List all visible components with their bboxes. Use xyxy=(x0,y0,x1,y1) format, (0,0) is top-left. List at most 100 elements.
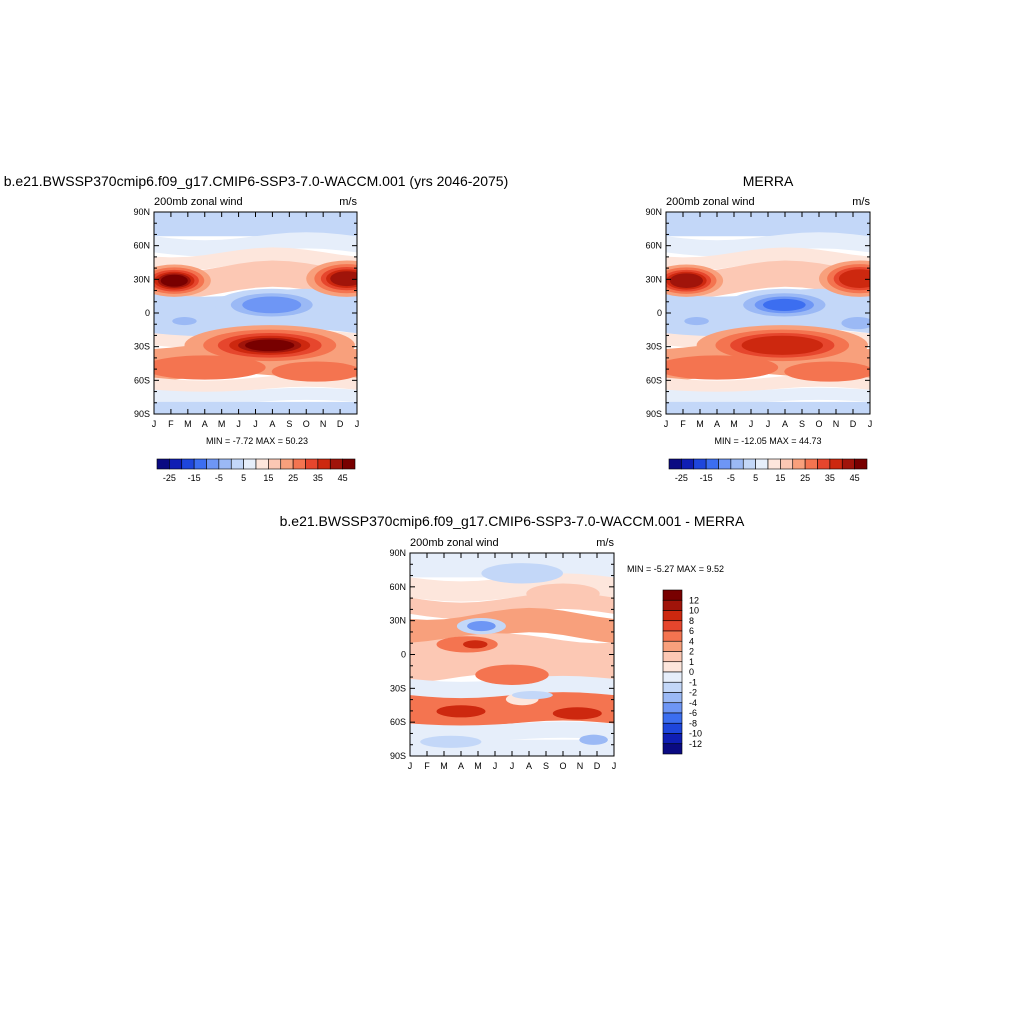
contour-blob xyxy=(154,355,266,380)
colorbar-swatch xyxy=(169,458,183,470)
y-tick-label: 60N xyxy=(133,241,150,251)
x-tick-label: N xyxy=(577,761,584,771)
colorbar-label: 25 xyxy=(800,473,810,483)
colorbar-label: 45 xyxy=(850,473,860,483)
colorbar-swatch xyxy=(662,610,683,622)
y-tick-label: 30S xyxy=(646,342,662,352)
colorbar-swatch xyxy=(329,458,343,470)
x-tick-label: J xyxy=(253,419,258,429)
colorbar-label: -25 xyxy=(675,473,688,483)
colorbar-swatch xyxy=(742,458,756,470)
contour-blob xyxy=(481,563,563,584)
colorbar-swatch xyxy=(662,640,683,652)
x-tick-label: M xyxy=(696,419,704,429)
x-tick-label: D xyxy=(337,419,344,429)
contour-blob xyxy=(242,296,302,314)
variable-label: 200mb zonal wind xyxy=(666,196,755,208)
colorbar-swatch xyxy=(681,458,695,470)
x-tick-label: J xyxy=(408,761,413,771)
colorbar-label: 35 xyxy=(313,473,323,483)
contour-band xyxy=(154,387,357,404)
colorbar-label: -5 xyxy=(215,473,223,483)
colorbar-label: 5 xyxy=(753,473,758,483)
colorbar-label: -6 xyxy=(689,708,697,718)
y-tick-label: 60S xyxy=(390,717,406,727)
colorbar-swatch xyxy=(662,661,683,673)
x-tick-label: A xyxy=(202,419,208,429)
x-tick-label: N xyxy=(320,419,327,429)
y-tick-label: 60N xyxy=(645,241,662,251)
contour-map xyxy=(666,212,870,414)
panel-model: b.e21.BWSSP370cmip6.f09_g17.CMIP6-SSP3-7… xyxy=(4,173,509,483)
x-tick-label: M xyxy=(440,761,448,771)
min-max-stats: MIN = -5.27 MAX = 9.52 xyxy=(627,564,724,574)
contour-blob xyxy=(526,583,600,604)
colorbar-swatch xyxy=(817,458,831,470)
colorbar-swatch xyxy=(193,458,207,470)
contour-blob xyxy=(160,274,188,287)
units-label: m/s xyxy=(596,537,614,549)
colorbar-label: -5 xyxy=(727,473,735,483)
contour-map xyxy=(410,553,614,756)
x-tick-label: F xyxy=(680,419,686,429)
colorbar-swatch xyxy=(243,458,257,470)
x-tick-label: A xyxy=(526,761,532,771)
units-label: m/s xyxy=(852,196,870,208)
contour-blob xyxy=(784,361,870,382)
colorbar-swatch xyxy=(662,651,683,663)
colorbar-swatch xyxy=(230,458,244,470)
colorbar-swatch xyxy=(780,458,794,470)
contour-blob xyxy=(666,355,779,380)
colorbar-label: 6 xyxy=(689,626,694,636)
x-tick-label: F xyxy=(424,761,430,771)
x-tick-label: F xyxy=(168,419,174,429)
y-tick-label: 30S xyxy=(134,342,150,352)
colorbar-label: -8 xyxy=(689,718,697,728)
colorbar-swatch xyxy=(662,692,683,704)
colorbar-swatch xyxy=(662,733,683,745)
contour-blob xyxy=(436,705,486,718)
colorbar-swatch xyxy=(841,458,855,470)
colorbar-swatch xyxy=(662,722,683,734)
colorbar-swatch xyxy=(292,458,306,470)
contour-band xyxy=(410,573,614,602)
colorbar-swatch xyxy=(268,458,282,470)
colorbar-swatch xyxy=(693,458,707,470)
x-tick-label: A xyxy=(714,419,720,429)
contour-band xyxy=(154,247,357,272)
x-tick-label: O xyxy=(559,761,566,771)
contour-band xyxy=(666,212,870,237)
contour-blob xyxy=(552,707,602,720)
contour-blob xyxy=(841,317,870,330)
colorbar-swatch xyxy=(218,458,232,470)
y-tick-label: 90S xyxy=(390,751,406,761)
x-tick-label: S xyxy=(286,419,292,429)
contour-blob xyxy=(172,317,197,326)
colorbar-swatch xyxy=(662,712,683,724)
contour-band xyxy=(410,607,614,645)
contour-band xyxy=(666,232,870,257)
contour-blob xyxy=(467,621,496,632)
x-tick-label: S xyxy=(799,419,805,429)
colorbar-swatch xyxy=(181,458,195,470)
y-tick-label: 0 xyxy=(145,308,150,318)
colorbar-swatch xyxy=(668,458,682,470)
x-tick-label: D xyxy=(594,761,601,771)
x-tick-label: M xyxy=(218,419,226,429)
x-tick-label: A xyxy=(269,419,275,429)
colorbar-swatch xyxy=(342,458,356,470)
y-tick-label: 30N xyxy=(645,274,662,284)
colorbar-swatch xyxy=(317,458,331,470)
contour-blob xyxy=(838,269,870,288)
contour-blob xyxy=(669,273,704,288)
colorbar-swatch xyxy=(662,702,683,714)
y-tick-label: 30N xyxy=(389,616,406,626)
colorbar-swatch xyxy=(206,458,220,470)
colorbar-swatch xyxy=(792,458,806,470)
x-tick-label: J xyxy=(868,419,873,429)
x-tick-label: J xyxy=(236,419,241,429)
contour-blob xyxy=(763,298,806,311)
x-tick-label: J xyxy=(355,419,360,429)
